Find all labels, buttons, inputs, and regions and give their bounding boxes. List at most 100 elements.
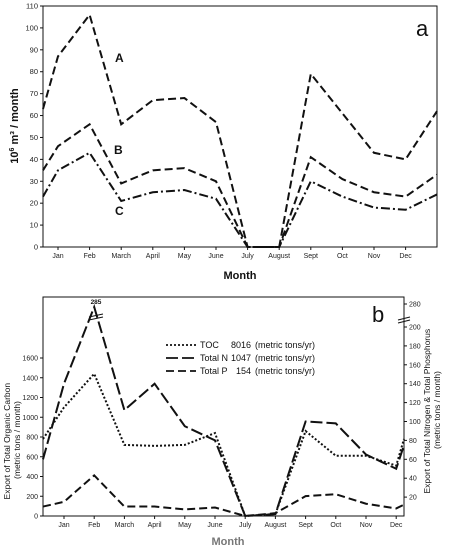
legend-unit-total-p: (metric tons/yr) bbox=[255, 366, 315, 376]
series-label-b: B bbox=[114, 143, 123, 157]
x-tick-label-sept: Sept bbox=[304, 253, 318, 260]
left-y-tick-label-1200: 1200 bbox=[22, 395, 38, 402]
left-y-tick-label-1000: 1000 bbox=[22, 415, 38, 422]
left-y-tick-label-0: 0 bbox=[34, 514, 38, 521]
panel-a: a Month 106 m³ / month 01020304050607080… bbox=[9, 2, 438, 282]
panel-a-label: a bbox=[416, 16, 429, 41]
x-tick-label-june: June bbox=[207, 522, 222, 529]
legend-unit-toc: (metric tons/yr) bbox=[255, 340, 315, 350]
panel-b-axis-break: 285 bbox=[88, 299, 411, 324]
x-tick-label-april: April bbox=[146, 253, 160, 260]
panel-a-xlabel: Month bbox=[224, 270, 257, 282]
left-y-tick-label-800: 800 bbox=[26, 435, 38, 442]
legend-unit-total-n: (metric tons/yr) bbox=[255, 353, 315, 363]
legend-value-total-n: 1047 bbox=[231, 353, 251, 363]
y-tick-label-60: 60 bbox=[30, 111, 38, 120]
x-tick-label-dec: Dec bbox=[399, 253, 412, 260]
panel-b-legend: TOC 8016 (metric tons/yr) Total N 1047 (metri… bbox=[166, 340, 315, 376]
y-tick-label-0: 0 bbox=[34, 243, 38, 252]
x-tick-label-nov: Nov bbox=[360, 522, 373, 529]
x-tick-label-jan: Jan bbox=[52, 253, 63, 260]
x-tick-label-jan: Jan bbox=[58, 522, 69, 529]
ylabel-left-line2: (metric tons / month) bbox=[12, 401, 22, 479]
x-tick-label-august: August bbox=[265, 522, 287, 529]
right-y-tick-label-60: 60 bbox=[409, 457, 417, 464]
panel-a-y-ticks: 0 10 20 30 40 50 60 70 80 90 100 110 bbox=[25, 2, 43, 252]
ylabel-rest: m³ / month bbox=[9, 88, 21, 148]
x-tick-label-sept: Sept bbox=[298, 522, 312, 529]
panel-b-frame bbox=[42, 296, 405, 517]
x-tick-label-may: May bbox=[178, 253, 192, 260]
series-label-c: C bbox=[115, 204, 124, 218]
ylabel-right-line1: Export of Total Nitrogen & Total Phospho… bbox=[422, 329, 432, 494]
y-tick-label-90: 90 bbox=[30, 45, 38, 54]
ylabel-right-line2: (metric tons / month) bbox=[432, 371, 442, 449]
x-tick-label-july: July bbox=[239, 522, 252, 529]
left-y-tick-label-1600: 1600 bbox=[22, 356, 38, 363]
right-y-tick-label-280: 280 bbox=[409, 302, 421, 309]
y-tick-label-70: 70 bbox=[30, 89, 38, 98]
right-y-tick-label-120: 120 bbox=[409, 400, 421, 407]
series-line-toc bbox=[42, 371, 405, 518]
y-tick-label-110: 110 bbox=[26, 2, 38, 11]
panel-b-y-ticks-right: 20 40 60 80 100 120 140 160 180 200 280 bbox=[404, 302, 421, 502]
x-tick-label-april: April bbox=[148, 522, 162, 529]
legend-value-toc: 8016 bbox=[231, 340, 251, 350]
x-tick-label-dec: Dec bbox=[390, 522, 403, 529]
break-mark-right-1 bbox=[397, 316, 411, 321]
break-mark-right-2 bbox=[397, 319, 411, 324]
y-tick-label-80: 80 bbox=[30, 67, 38, 76]
x-tick-label-august: August bbox=[268, 253, 290, 260]
left-y-tick-label-400: 400 bbox=[26, 474, 38, 481]
legend-label-total-p: Total P bbox=[200, 366, 228, 376]
x-tick-label-feb: Feb bbox=[84, 253, 96, 260]
panel-b-xlabel: Month bbox=[212, 536, 245, 548]
panel-a-ylabel: 106 m³ / month bbox=[9, 88, 21, 164]
panel-a-frame bbox=[42, 5, 438, 248]
series-line-total-p bbox=[42, 473, 405, 518]
ylabel-sup: 6 bbox=[9, 147, 16, 151]
y-tick-label-10: 10 bbox=[30, 221, 38, 230]
x-tick-label-march: March bbox=[115, 522, 135, 529]
y-tick-label-20: 20 bbox=[30, 199, 38, 208]
ylabel-left-line1: Export of Total Organic Carbon bbox=[2, 383, 12, 500]
series-label-a: A bbox=[115, 51, 124, 65]
right-y-tick-label-140: 140 bbox=[409, 381, 421, 388]
panel-b-label: b bbox=[372, 302, 384, 327]
left-y-tick-label-200: 200 bbox=[26, 494, 38, 501]
y-tick-label-50: 50 bbox=[30, 133, 38, 142]
x-tick-label-oct: Oct bbox=[330, 522, 341, 529]
panel-b-ylabel-right: Export of Total Nitrogen & Total Phospho… bbox=[422, 327, 442, 494]
x-tick-label-nov: Nov bbox=[368, 253, 381, 260]
x-tick-label-july: July bbox=[241, 253, 254, 260]
legend-value-total-p: 154 bbox=[236, 366, 251, 376]
y-tick-label-30: 30 bbox=[30, 177, 38, 186]
y-tick-label-100: 100 bbox=[25, 23, 38, 32]
panel-b: b Month Export of Total Organic Carbon (… bbox=[2, 296, 442, 548]
right-y-tick-label-200: 200 bbox=[409, 325, 421, 332]
axis-break-peak-label: 285 bbox=[91, 299, 102, 306]
series-line-total-n bbox=[42, 303, 405, 518]
x-tick-label-march: March bbox=[111, 253, 131, 260]
left-y-tick-label-600: 600 bbox=[26, 454, 38, 461]
ylabel-base: 10 bbox=[9, 151, 21, 163]
panel-a-series: A B C bbox=[42, 12, 438, 248]
panel-b-x-ticks: Jan Feb March April May June July August Sept Oct… bbox=[58, 516, 403, 529]
series-line-a bbox=[42, 12, 438, 248]
series-line-b bbox=[42, 122, 438, 248]
x-tick-label-june: June bbox=[208, 253, 223, 260]
panel-b-ylabel-left: Export of Total Organic Carbon (metric t… bbox=[2, 381, 22, 500]
legend-label-toc: TOC bbox=[200, 340, 219, 350]
panel-b-y-ticks-left: 0 200 400 600 800 1000 1200 1400 1600 bbox=[22, 356, 43, 521]
right-y-tick-label-180: 180 bbox=[409, 343, 421, 350]
right-y-tick-label-20: 20 bbox=[409, 495, 417, 502]
x-tick-label-feb: Feb bbox=[88, 522, 100, 529]
x-tick-label-may: May bbox=[178, 522, 192, 529]
panel-a-x-ticks: Jan Feb March April May June July August Sept Oct… bbox=[52, 247, 412, 260]
left-y-tick-label-1400: 1400 bbox=[22, 375, 38, 382]
right-y-tick-label-40: 40 bbox=[409, 476, 417, 483]
y-tick-label-40: 40 bbox=[30, 155, 38, 164]
panel-b-series bbox=[42, 303, 405, 518]
x-tick-label-oct: Oct bbox=[337, 253, 348, 260]
